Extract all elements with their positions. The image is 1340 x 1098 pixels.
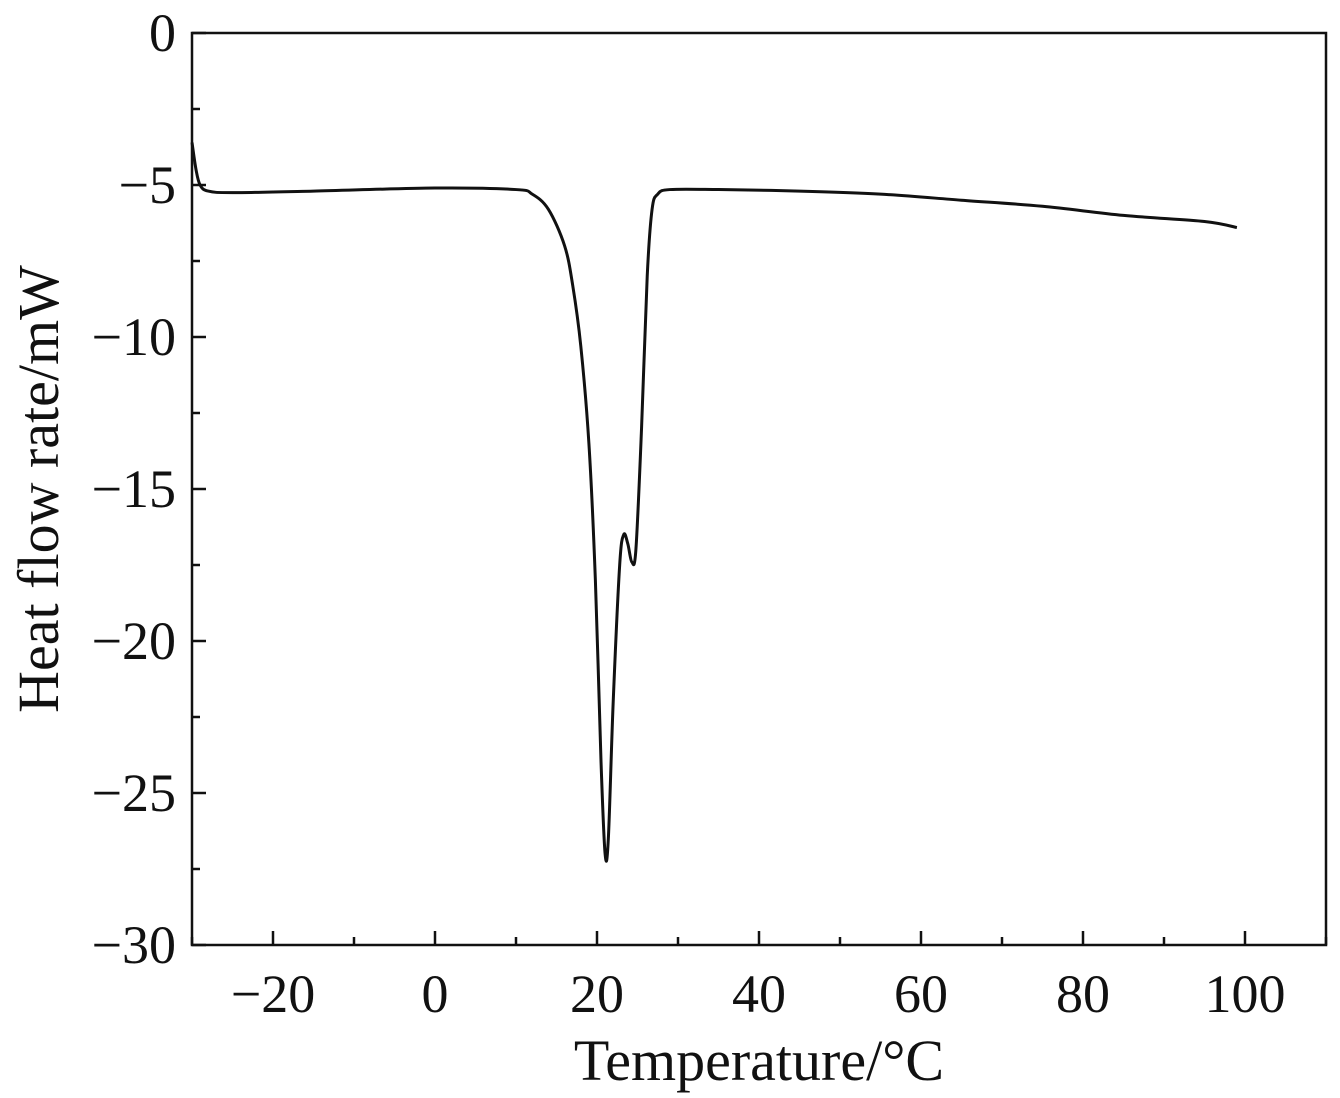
x-tick-label: 40 — [732, 964, 786, 1024]
x-tick-label: 100 — [1205, 964, 1286, 1024]
x-tick-label: 20 — [570, 964, 624, 1024]
x-tick-label: 60 — [894, 964, 948, 1024]
y-tick-label: 0 — [149, 3, 176, 63]
x-tick-label: 0 — [422, 964, 449, 1024]
y-tick-label: −10 — [92, 307, 176, 367]
series-line-dsc-curve — [190, 142, 1238, 863]
x-axis-label: Temperature/°C — [574, 1028, 944, 1093]
y-tick-label: −25 — [92, 763, 176, 823]
x-tick-label: 80 — [1056, 964, 1110, 1024]
y-tick-label: −20 — [92, 611, 176, 671]
y-tick-label: −5 — [119, 155, 176, 215]
y-axis-label: Heat flow rate/mW — [6, 265, 71, 713]
y-tick-label: −15 — [92, 459, 176, 519]
plot-frame — [190, 31, 1328, 947]
y-tick-label: −30 — [92, 915, 176, 975]
x-tick-label: −20 — [231, 964, 315, 1024]
